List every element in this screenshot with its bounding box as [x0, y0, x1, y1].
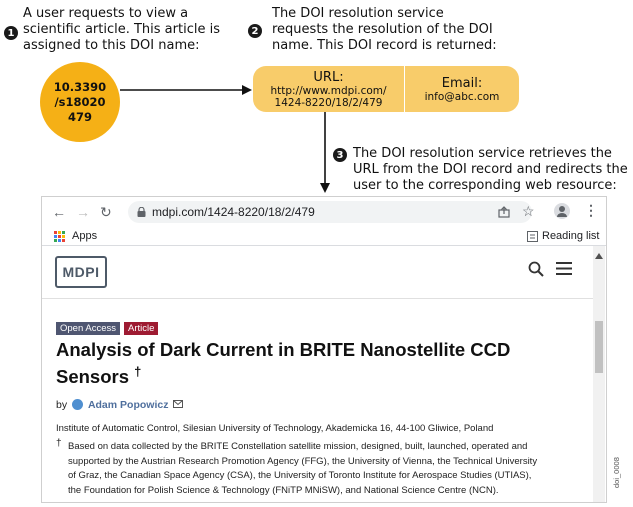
url-value-line: http://www.mdpi.com/ [270, 84, 387, 97]
note-dagger: † [56, 438, 62, 449]
apps-grid-icon[interactable] [54, 231, 65, 242]
step-2-line: The DOI resolution service [272, 6, 444, 21]
step-3-text: The DOI resolution service retrieves the… [353, 146, 628, 194]
reload-icon[interactable]: ↻ [100, 204, 112, 220]
lock-icon [137, 207, 146, 217]
note-line: Based on data collected by the BRITE Con… [68, 441, 528, 452]
site-header-divider [42, 298, 594, 299]
reading-list-icon[interactable] [527, 231, 538, 242]
menu-kebab-icon[interactable]: ⋮ [584, 202, 598, 218]
step-3-badge: 3 [333, 148, 347, 162]
step-1-text: A user requests to view a scientific art… [23, 6, 220, 54]
arrow-record-to-browser [320, 112, 330, 193]
mdpi-logo[interactable]: MDPI [55, 256, 107, 288]
bookmark-star-icon[interactable]: ☆ [522, 203, 535, 219]
article-note: Based on data collected by the BRITE Con… [68, 440, 537, 498]
doi-name-line: /s18020 [54, 94, 106, 109]
note-line: of Graz, the Canadian Space Agency (CSA)… [68, 470, 532, 481]
author-link[interactable]: Adam Popowicz [87, 399, 169, 411]
doi-record: URL: http://www.mdpi.com/ 1424-8220/18/2… [253, 66, 519, 112]
article-type-badge: Article [124, 322, 159, 335]
note-line: the Foundation for Polish Science & Tech… [68, 484, 499, 496]
step-2-line: name. This DOI record is returned: [272, 38, 497, 53]
share-icon[interactable] [498, 206, 510, 218]
scrollbar-thumb[interactable] [595, 321, 603, 373]
title-dagger: † [134, 364, 142, 379]
email-value: info@abc.com [424, 90, 500, 103]
step-2-badge: 2 [248, 24, 262, 38]
doi-name-line: 10.3390 [53, 79, 107, 94]
email-label: Email: [441, 75, 483, 91]
article-title: Analysis of Dark Current in BRITE Nanost… [56, 339, 576, 388]
apps-label[interactable]: Apps [72, 230, 98, 242]
doi-record-email-cell: Email: info@abc.com [405, 66, 519, 112]
article-title-line: Sensors [56, 366, 130, 388]
hamburger-menu-icon[interactable] [556, 262, 572, 275]
open-access-badge[interactable]: Open Access [56, 322, 120, 335]
byline: by Adam Popowicz [56, 399, 184, 411]
doi-name-line: 479 [67, 109, 92, 124]
affiliation: Institute of Automatic Control, Silesian… [56, 423, 494, 434]
step-2-line: requests the resolution of the DOI [272, 22, 493, 37]
article-title-line: Analysis of Dark Current in BRITE Nanost… [56, 339, 511, 360]
step-3-line: The DOI resolution service retrieves the [353, 146, 612, 161]
arrow-circle-to-record [120, 85, 252, 95]
doi-name-circle: 10.3390 /s18020 479 [40, 62, 120, 142]
step-2-text: The DOI resolution service requests the … [272, 6, 497, 54]
browser-window: ← → ↻ mdpi.com/1424-8220/18/2/479 ☆ ⋮ Ap… [41, 196, 607, 503]
profile-avatar-icon[interactable] [554, 203, 570, 219]
reading-list-label[interactable]: Reading list [542, 230, 600, 242]
address-bar[interactable]: mdpi.com/1424-8220/18/2/479 [128, 201, 532, 223]
scroll-up-arrow-icon[interactable] [595, 253, 603, 259]
email-envelope-icon[interactable] [173, 400, 184, 408]
doi-record-url-cell: URL: http://www.mdpi.com/ 1424-8220/18/2… [253, 66, 405, 112]
step-1-line: assigned to this DOI name: [23, 38, 200, 53]
step-3-line: user to the corresponding web resource: [353, 178, 617, 193]
figure-id: doi_0008 [612, 457, 621, 488]
toolbar-divider [42, 245, 606, 246]
step-1-badge: 1 [4, 26, 18, 40]
step-1-line: A user requests to view a [23, 6, 189, 21]
page-scrollbar[interactable] [593, 246, 605, 502]
by-label: by [56, 399, 68, 411]
url-label: URL: [313, 69, 344, 85]
search-icon[interactable] [528, 261, 544, 277]
step-1-line: scientific article. This article is [23, 22, 220, 37]
step-3-line: URL from the DOI record and redirects th… [353, 162, 628, 177]
author-profile-icon[interactable] [72, 399, 84, 410]
forward-arrow-icon[interactable]: → [76, 204, 90, 220]
back-arrow-icon[interactable]: ← [52, 204, 66, 220]
address-text: mdpi.com/1424-8220/18/2/479 [152, 205, 315, 219]
note-line: supported by the Austrian Research Promo… [68, 455, 538, 467]
url-value-line: 1424-8220/18/2/479 [274, 96, 383, 109]
